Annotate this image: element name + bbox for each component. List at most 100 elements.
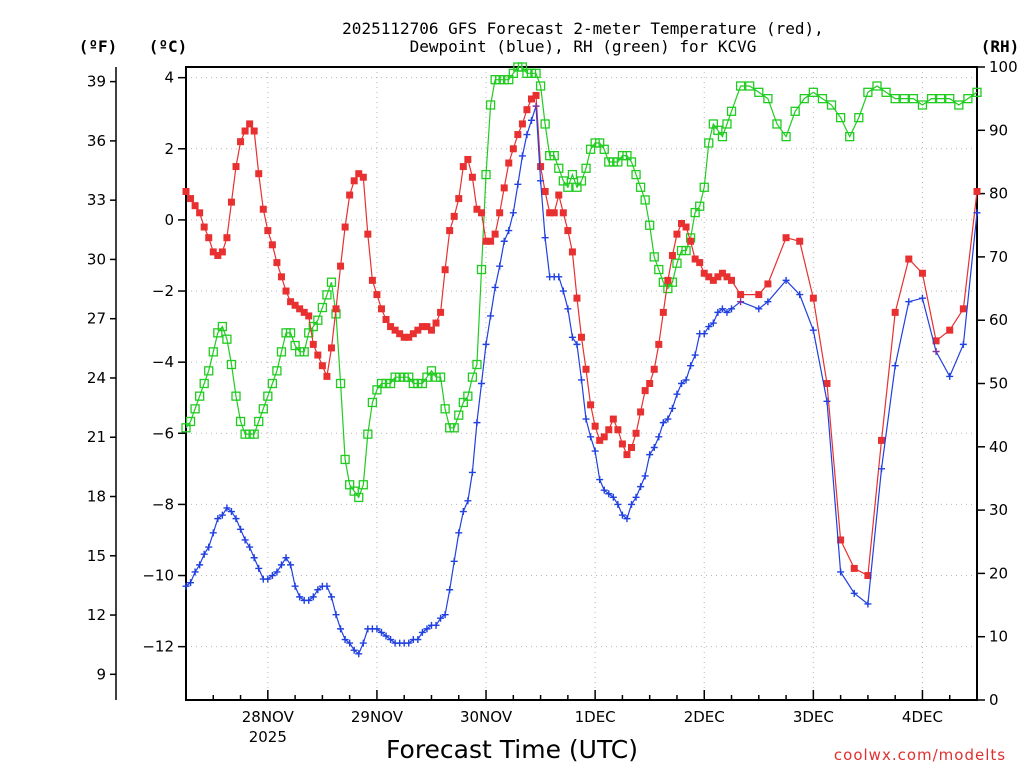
- dewpoint-point: [423, 625, 431, 633]
- temperature-point: [618, 440, 626, 448]
- dewpoint-point: [359, 639, 367, 647]
- dewpoint-point: [405, 639, 413, 647]
- rh-point: [908, 94, 919, 104]
- temperature-point: [614, 426, 622, 434]
- temperature-point: [973, 187, 981, 195]
- dewpoint-point: [587, 433, 595, 441]
- chart-title-line2: Dewpoint (blue), RH (green) for KCVG: [410, 37, 757, 56]
- dewpoint-point: [650, 444, 658, 452]
- temperature-point: [227, 198, 235, 206]
- temperature-point: [796, 237, 804, 245]
- dewpoint-point: [205, 543, 213, 551]
- dewpoint-point: [314, 586, 322, 594]
- temperature-point: [700, 269, 708, 277]
- temperature-point: [714, 273, 722, 281]
- dewpoint-point: [277, 561, 285, 569]
- temperature-point: [564, 227, 572, 235]
- dewpoint-point: [737, 298, 745, 306]
- dewpoint-point: [459, 508, 467, 516]
- temperature-point: [628, 444, 636, 452]
- temperature-point: [459, 163, 467, 171]
- dewpoint-point: [946, 372, 954, 380]
- rh-point: [267, 378, 278, 389]
- rh-point: [963, 94, 973, 104]
- rh-point: [563, 182, 573, 192]
- temperature-point: [377, 305, 385, 313]
- dewpoint-point: [668, 404, 676, 412]
- temperature-point: [414, 326, 422, 334]
- dewpoint-point: [723, 308, 731, 316]
- temperature-point: [641, 387, 649, 395]
- dewpoint-point: [246, 543, 254, 551]
- dewpoint-point: [373, 625, 381, 633]
- temperature-point: [232, 163, 240, 171]
- dewpoint-point: [337, 625, 345, 633]
- temperature-point: [309, 340, 317, 348]
- data-series: [181, 62, 982, 658]
- rh-tick-label: 10: [989, 628, 1008, 646]
- temperature-point: [673, 230, 681, 238]
- gridlines: [186, 67, 977, 700]
- fahrenheit-tick-label: 15: [87, 547, 106, 565]
- dewpoint-point: [600, 486, 608, 494]
- rh-point: [185, 416, 196, 427]
- rh-axis-unit: (RH): [981, 37, 1020, 56]
- dewpoint-point: [323, 582, 331, 590]
- rh-point: [299, 347, 309, 357]
- rh-point: [322, 290, 332, 300]
- rh-point: [440, 404, 450, 414]
- dewpoint-point: [482, 340, 490, 348]
- celsius-tick-label: −6: [152, 424, 174, 442]
- x-tick-label: 2DEC: [684, 708, 725, 726]
- dewpoint-point: [932, 347, 940, 355]
- dewpoint-point: [682, 376, 690, 384]
- dewpoint-point: [578, 376, 585, 384]
- temperature-point: [527, 95, 535, 103]
- rh-tick-label: 100: [989, 58, 1018, 76]
- x-tick-label: 3DEC: [793, 708, 834, 726]
- fahrenheit-tick-label: 21: [87, 428, 106, 446]
- rh-point: [358, 480, 368, 490]
- temperature-point: [209, 248, 217, 256]
- rh-point: [881, 87, 891, 97]
- rh-point: [781, 131, 791, 142]
- temperature-point: [218, 248, 226, 256]
- temperature-point: [514, 131, 522, 139]
- temperature-point: [264, 227, 272, 235]
- dewpoint-point: [487, 312, 495, 320]
- rh-point: [463, 391, 473, 401]
- dewpoint-point: [864, 600, 872, 608]
- temperature-point: [723, 273, 731, 281]
- fahrenheit-axis-unit: (ºF): [79, 37, 118, 56]
- dewpoint-point: [432, 621, 440, 629]
- rh-point: [726, 106, 737, 116]
- temperature-point: [687, 237, 695, 245]
- dewpoint-point: [596, 476, 604, 484]
- dewpoint-point: [200, 550, 208, 558]
- temperature-point: [282, 287, 290, 295]
- rh-tick-label: 40: [989, 438, 1008, 456]
- temperature-point: [682, 223, 690, 231]
- temperature-point: [332, 305, 340, 313]
- dewpoint-point: [514, 180, 522, 188]
- temperature-point: [446, 227, 454, 235]
- temperature-point: [223, 234, 231, 242]
- temperature-point: [541, 187, 549, 195]
- temperature-point: [655, 340, 663, 348]
- fahrenheit-tick-label: 30: [87, 250, 106, 268]
- rh-point: [954, 100, 964, 110]
- fahrenheit-tick-label: 39: [87, 73, 106, 91]
- rh-point: [363, 429, 373, 439]
- dewpoint-point: [718, 305, 726, 313]
- rh-point: [367, 397, 378, 408]
- x-axis-label: Forecast Time (UTC): [386, 735, 638, 764]
- dewpoint-point: [418, 628, 426, 636]
- dewpoint-point: [191, 568, 199, 576]
- temperature-point: [273, 259, 281, 267]
- dewpoint-point: [232, 515, 240, 523]
- rh-tick-label: 50: [989, 375, 1008, 393]
- temperature-point: [496, 209, 504, 217]
- temperature-point: [609, 415, 617, 423]
- rh-point: [317, 302, 328, 313]
